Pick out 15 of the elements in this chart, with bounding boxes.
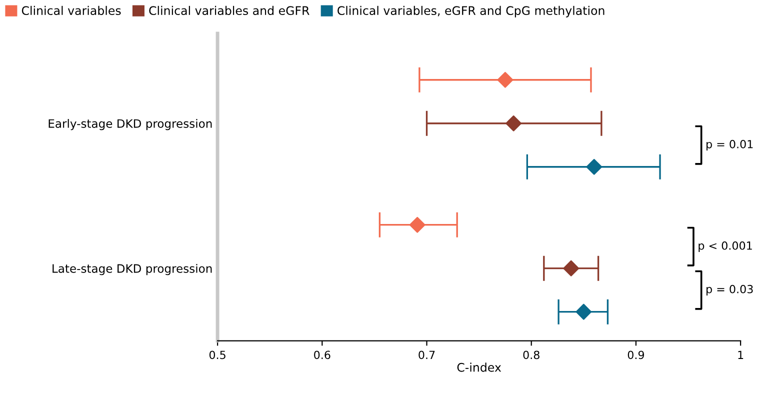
legend-label: Clinical variables, eGFR and CpG methylation [338,6,604,18]
x-tick-label: 0.7 [418,350,435,360]
legend-label: Clinical variables and eGFR [149,6,310,16]
annotation: p = 0.01 [706,140,753,150]
legend-label: Clinical variables [22,6,121,16]
y-tick-label: Early-stage DKD progression [48,118,212,130]
x-tick-label: 0.9 [628,350,644,360]
annotation: p = 0.03 [706,284,753,296]
x-tick-label: 0.5 [209,350,226,360]
annotation: p < 0.001 [698,241,752,252]
x-axis-title: C-index [457,362,502,372]
x-tick-label: 1 [738,350,744,359]
y-tick-label: Late-stage DKD progression [52,264,212,276]
x-tick-label: 0.6 [314,350,330,360]
x-tick-label: 0.8 [523,350,540,360]
